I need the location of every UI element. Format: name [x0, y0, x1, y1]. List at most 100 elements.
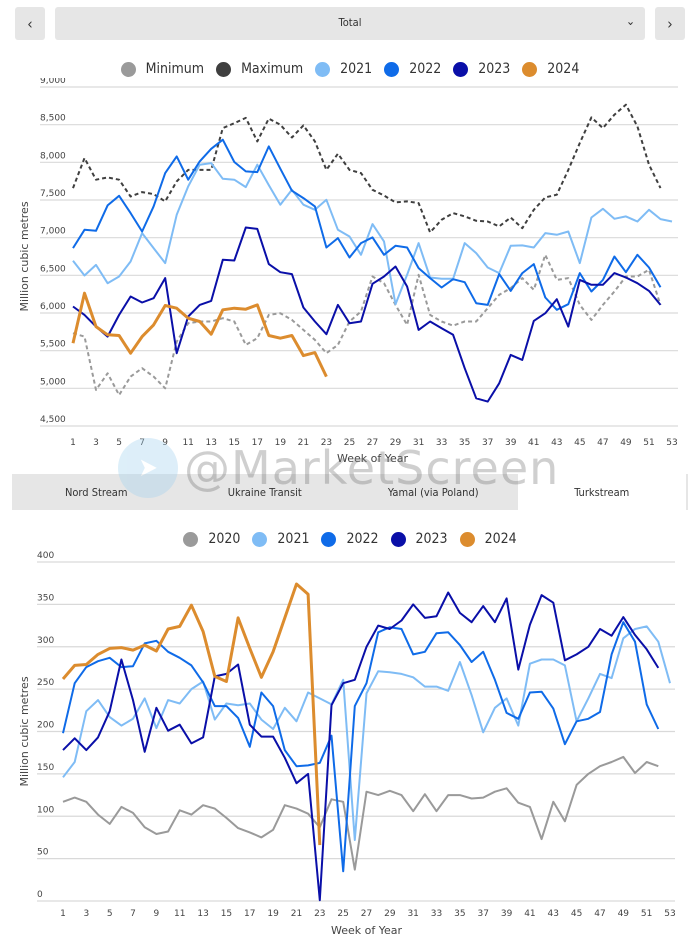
x-tick-label: 11 — [174, 909, 185, 919]
legend-label: 2023 — [478, 61, 511, 77]
x-tick-label: 5 — [107, 909, 113, 919]
x-tick-label: 49 — [620, 438, 632, 448]
x-tick-label: 7 — [130, 909, 136, 919]
legend-item-2023[interactable]: 2023 — [453, 61, 510, 77]
x-tick-label: 45 — [574, 438, 585, 448]
x-tick-label: 39 — [505, 438, 517, 448]
tab-turkstream[interactable]: Turkstream — [517, 474, 688, 510]
x-tick-label: 1 — [70, 438, 76, 448]
tab-yamal[interactable]: Yamal (via Poland) — [387, 485, 479, 499]
legend-item-2021[interactable]: 2021 — [315, 61, 372, 77]
y-tick-label: 5,500 — [40, 340, 66, 350]
y-tick-label: 50 — [37, 848, 49, 858]
x-tick-label: 3 — [83, 909, 89, 919]
series-line-2024 — [61, 582, 322, 846]
legend-item-maximum[interactable]: Maximum — [216, 61, 303, 77]
legend-marker — [459, 531, 475, 547]
y-tick-label: 8,500 — [40, 114, 66, 124]
legend-label: 2021 — [340, 61, 373, 77]
x-tick-label: 27 — [367, 438, 378, 448]
series-line-2022 — [72, 138, 662, 311]
y-tick-label: 7,500 — [40, 189, 66, 199]
series-dropdown[interactable]: Total ⌄ — [55, 7, 645, 40]
x-tick-label: 49 — [618, 909, 630, 919]
x-tick-label: 21 — [298, 438, 309, 448]
legend-label: Minimum — [145, 61, 205, 77]
y-tick-label: 100 — [37, 805, 54, 815]
legend-item-2024[interactable]: 2024 — [522, 61, 579, 77]
x-axis-title: Week of Year — [331, 924, 402, 937]
previous-button[interactable]: ‹ — [15, 7, 45, 40]
x-tick-label: 43 — [548, 909, 559, 919]
legend-label: 2024 — [484, 531, 517, 547]
x-tick-label: 17 — [252, 438, 263, 448]
x-tick-label: 11 — [182, 438, 193, 448]
x-tick-label: 39 — [501, 909, 513, 919]
x-tick-label: 13 — [197, 909, 208, 919]
legend-marker — [321, 531, 337, 547]
y-tick-label: 400 — [37, 551, 54, 561]
y-axis-title: Million cubic metres — [18, 201, 31, 311]
tab-nord-stream[interactable]: Nord Stream — [64, 485, 128, 499]
top-chart-legend: Minimum Maximum 2021 2022 2023 2024 — [0, 61, 700, 77]
x-tick-label: 31 — [407, 909, 418, 919]
legend-item-2024[interactable]: 2024 — [459, 531, 517, 547]
y-tick-label: 150 — [37, 763, 54, 773]
x-tick-label: 15 — [221, 909, 232, 919]
legend-marker — [315, 61, 331, 77]
x-tick-label: 51 — [643, 438, 654, 448]
legend-marker — [384, 61, 400, 77]
x-tick-label: 35 — [454, 909, 465, 919]
x-tick-label: 19 — [267, 909, 279, 919]
chevron-left-icon: ‹ — [27, 14, 33, 33]
x-tick-label: 41 — [524, 909, 535, 919]
y-tick-label: 6,000 — [40, 302, 66, 312]
x-tick-label: 33 — [431, 909, 442, 919]
x-tick-label: 9 — [154, 909, 160, 919]
series-line-2022 — [62, 621, 660, 873]
legend-marker — [216, 61, 232, 77]
legend-label: 2022 — [409, 61, 442, 77]
series-line-2020 — [62, 755, 659, 871]
x-tick-label: 41 — [528, 438, 539, 448]
x-tick-label: 1 — [60, 909, 66, 919]
x-tick-label: 47 — [594, 909, 605, 919]
legend-label: 2021 — [277, 531, 310, 547]
series-line-2021 — [72, 162, 673, 306]
bottom-chart-legend: 2020 2021 2022 2023 2024 — [0, 531, 700, 547]
y-tick-label: 200 — [37, 721, 54, 731]
legend-marker — [522, 61, 538, 77]
legend-item-2023[interactable]: 2023 — [390, 531, 448, 547]
x-tick-label: 23 — [321, 438, 332, 448]
y-tick-label: 8,000 — [40, 151, 66, 161]
legend-label: 2022 — [346, 531, 379, 547]
y-tick-label: 7,000 — [40, 227, 66, 237]
series-line-2023 — [62, 591, 660, 902]
legend-item-2022[interactable]: 2022 — [384, 61, 441, 77]
x-tick-label: 19 — [275, 438, 287, 448]
tab-ukraine-transit[interactable]: Ukraine Transit — [227, 485, 302, 499]
series-line-minimum — [72, 253, 662, 396]
y-tick-label: 4,500 — [40, 415, 66, 425]
y-tick-label: 250 — [37, 678, 54, 688]
chevron-right-icon: › — [667, 14, 673, 33]
legend-item-minimum[interactable]: Minimum — [120, 61, 205, 77]
legend-marker — [252, 531, 268, 547]
legend-item-2020[interactable]: 2020 — [183, 531, 240, 547]
x-tick-label: 7 — [139, 438, 145, 448]
y-tick-label: 6,500 — [40, 264, 66, 274]
x-tick-label: 47 — [597, 438, 608, 448]
next-button[interactable]: › — [655, 7, 685, 40]
legend-item-2022[interactable]: 2022 — [321, 531, 379, 547]
x-tick-label: 53 — [666, 438, 677, 448]
chevron-down-icon: ⌄ — [625, 14, 635, 28]
legend-label: Maximum — [241, 61, 304, 77]
x-tick-label: 17 — [244, 909, 255, 919]
x-tick-label: 15 — [229, 438, 240, 448]
legend-item-2021[interactable]: 2021 — [252, 531, 309, 547]
x-tick-label: 43 — [551, 438, 562, 448]
x-tick-label: 29 — [390, 438, 402, 448]
y-tick-label: 350 — [37, 593, 54, 603]
y-tick-label: 5,000 — [40, 377, 66, 387]
